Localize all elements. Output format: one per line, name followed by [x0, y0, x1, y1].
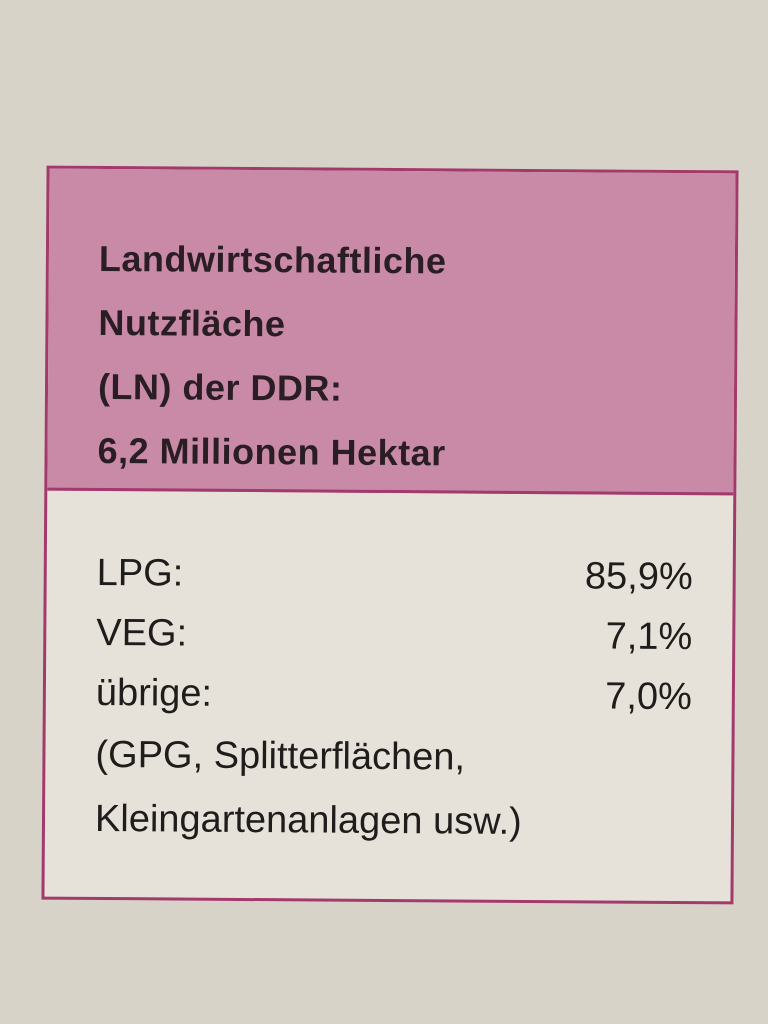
header-line: Landwirtschaftliche: [98, 237, 447, 282]
header: Landwirtschaftliche Nutzfläche (LN) der …: [47, 168, 736, 496]
header-line: 6,2 Millionen Hektar: [97, 429, 446, 474]
value: 7,0%: [605, 675, 693, 719]
header-line: Nutzfläche: [98, 301, 286, 345]
note-line: (GPG, Splitterflächen,: [95, 733, 466, 779]
note-line: Kleingartenanlagen usw.): [94, 797, 522, 843]
note: (GPG, Splitterflächen, Kleingartenanlage…: [95, 723, 692, 855]
label: übrige:: [95, 671, 213, 715]
label: VEG:: [96, 611, 188, 655]
row: übrige: 7,0%: [96, 663, 692, 727]
info-box: Landwirtschaftliche Nutzfläche (LN) der …: [41, 165, 739, 905]
label: LPG:: [96, 551, 184, 595]
value: 85,9%: [584, 555, 693, 599]
row: VEG: 7,1%: [96, 603, 692, 667]
header-line: (LN) der DDR:: [97, 365, 343, 409]
body: LPG: 85,9% VEG: 7,1% übrige: 7,0% (GPG, Spl…: [45, 491, 733, 856]
row: LPG: 85,9%: [97, 543, 693, 607]
value: 7,1%: [605, 615, 693, 659]
